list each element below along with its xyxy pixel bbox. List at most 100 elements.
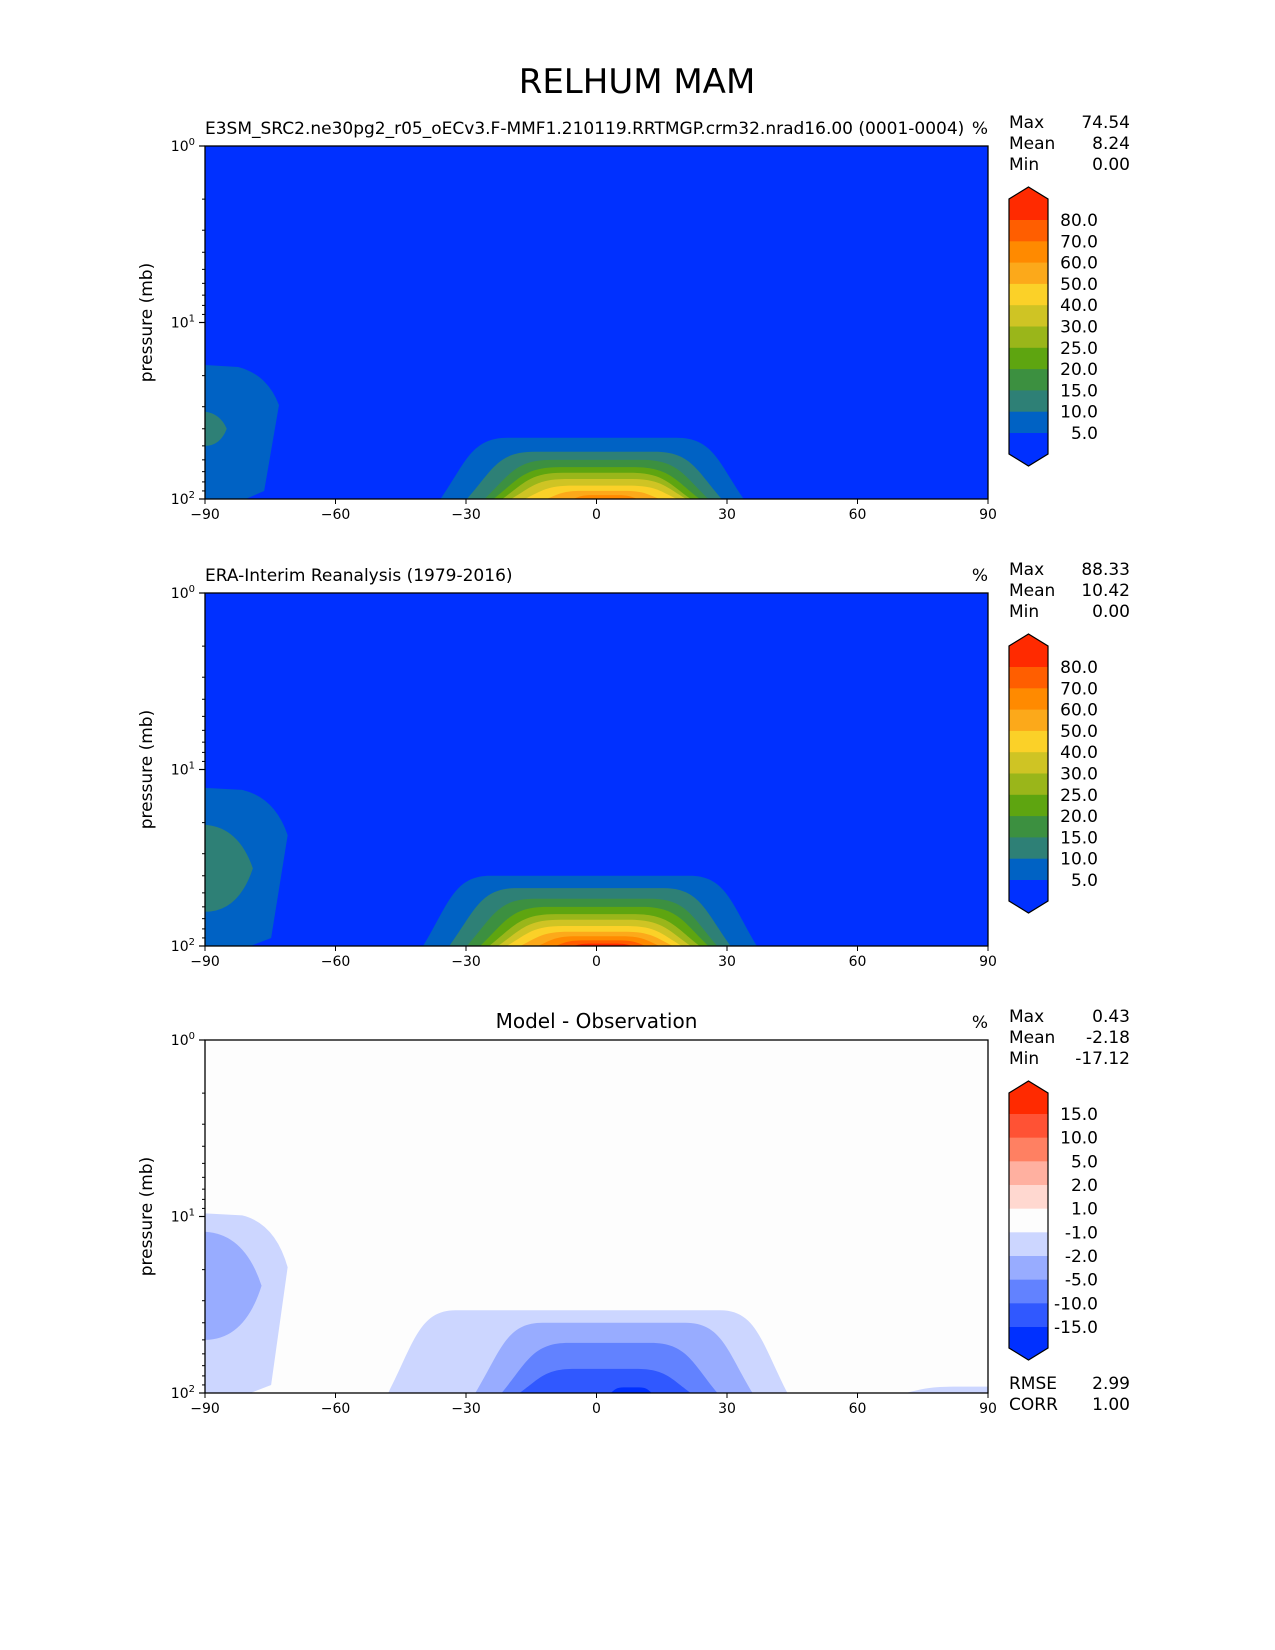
colorbar-tick-label: 25.0 [1060,786,1098,806]
colorbar-tick-label: 80.0 [1060,658,1098,678]
x-tick-label: 90 [979,507,997,523]
y-axis-label: pressure (mb) [137,263,157,382]
colorbar-tick-label: 5.0 [1071,424,1098,444]
y-tick-exponent: 2 [189,1384,195,1395]
x-tick-label: −60 [321,507,351,523]
stat-value-max: 0.43 [1092,1007,1130,1027]
colorbar-swatch [1009,816,1048,838]
contour-band-9 [572,495,638,499]
y-tick-exponent: 1 [189,1208,195,1219]
stat-value-mean: 8.24 [1092,134,1130,154]
colorbar: 15.0 10.0 5.0 2.0 1.0 -1.0 -2.0 -5.0 -10.0 -15.0 [1008,1080,1098,1361]
x-tick-label: −90 [190,507,220,523]
y-tick-base: 10 [171,763,189,779]
x-tick-label: −30 [451,507,481,523]
x-tick-label: 30 [718,1401,736,1417]
colorbar-swatch [1009,241,1048,264]
stat-label-max: Max [1009,113,1044,133]
colorbar-extend-min [1009,1327,1048,1360]
colorbar-tick-label: 80.0 [1060,211,1098,231]
y-tick-label: 102 [171,937,195,955]
x-tick-label: 60 [849,954,867,970]
stat-value-mean: -2.18 [1086,1028,1130,1048]
colorbar-tick-label: 30.0 [1060,765,1098,785]
x-tick-label: 30 [718,507,736,523]
y-tick-exponent: 0 [189,584,195,595]
colorbar-swatch [1009,1185,1048,1210]
colorbar-outline [1008,1080,1049,1361]
x-tick-label: −90 [190,1401,220,1417]
colorbar-tick-label: 15.0 [1060,1105,1098,1125]
contour-area [205,146,988,499]
panel-subtitle: E3SM_SRC2.ne30pg2_r05_oECv3.F-MMF1.21011… [205,119,964,139]
y-tick-label: 102 [171,1384,195,1402]
colorbar-outline [1008,633,1049,914]
stat-label-max: Max [1009,560,1044,580]
y-tick-label: 101 [171,761,195,779]
y-axis-label: pressure (mb) [137,1157,157,1276]
colorbar-swatch [1009,1232,1048,1257]
y-tick-exponent: 2 [189,937,195,948]
colorbar-swatch [1009,411,1048,434]
x-tick-label: 0 [592,507,601,523]
stat-value-mean: 10.42 [1081,581,1130,601]
panel-subtitle: ERA-Interim Reanalysis (1979-2016) [205,566,513,586]
x-tick-label: 0 [592,954,601,970]
stat-value-min: 0.00 [1092,602,1130,622]
colorbar-extend-max [1009,187,1048,220]
colorbar-tick-label: 20.0 [1060,360,1098,380]
y-tick-label: 100 [171,137,195,155]
colorbar-tick-label: 40.0 [1060,296,1098,316]
colorbar-tick-label: 10.0 [1060,850,1098,870]
stat-value-max: 74.54 [1081,113,1130,133]
figure-title: RELHUM MAM [519,62,756,102]
contour-band-3 [205,1231,262,1340]
stat-label-mean: Mean [1009,581,1055,601]
contour-band-2 [205,824,253,912]
colorbar-swatch [1009,1208,1048,1233]
colorbar-tick-label: 50.0 [1060,275,1098,295]
stat-value-corr: 1.00 [1092,1395,1130,1415]
stat-value-min: 0.00 [1092,155,1130,175]
stat-label-mean: Mean [1009,134,1055,154]
y-tick-label: 101 [171,314,195,332]
colorbar-swatch [1009,220,1048,242]
stat-label-min: Min [1009,602,1039,622]
colorbar-extend-min [1009,880,1048,913]
colorbar-swatch [1009,369,1048,391]
x-tick-label: 60 [849,1401,867,1417]
colorbar-tick-label: 2.0 [1071,1176,1098,1196]
colorbar-extend-min [1009,433,1048,466]
y-tick-label: 100 [171,584,195,602]
y-tick-base: 10 [171,939,189,955]
colorbar-extend-max [1009,1081,1048,1114]
colorbar-swatch [1009,1114,1048,1139]
contour-band-4 [905,1386,988,1393]
colorbar-tick-label: 70.0 [1060,679,1098,699]
colorbar-tick-label: 30.0 [1060,318,1098,338]
y-tick-base: 10 [171,1386,189,1402]
colorbar-tick-label: -1.0 [1065,1223,1098,1243]
x-tick-label: −90 [190,954,220,970]
contour-area [205,593,988,946]
y-tick-base: 10 [171,1210,189,1226]
colorbar-tick-label: -2.0 [1065,1247,1098,1267]
y-tick-base: 10 [171,586,189,602]
y-axis-label: pressure (mb) [137,710,157,829]
colorbar-swatch [1009,709,1048,732]
x-tick-label: −30 [451,954,481,970]
contour-band-1 [205,364,279,499]
colorbar-tick-label: 5.0 [1071,871,1098,891]
colorbar-tick-label: 60.0 [1060,254,1098,274]
contour-band-2 [205,411,227,446]
colorbar-swatch [1009,326,1048,349]
colorbar-swatch [1009,688,1048,711]
colorbar-swatch [1009,730,1048,753]
colorbar-tick-label: 40.0 [1060,743,1098,763]
colorbar-tick-label: -5.0 [1065,1271,1098,1291]
colorbar-swatch [1009,262,1048,285]
colorbar-tick-label: 50.0 [1060,722,1098,742]
